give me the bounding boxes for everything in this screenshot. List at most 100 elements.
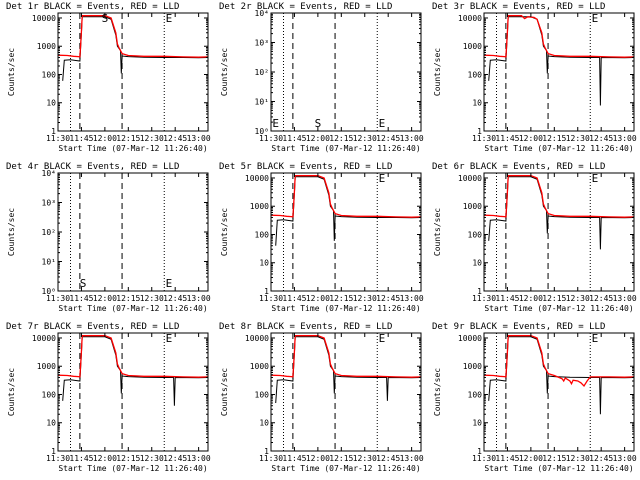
x-tick-label: 12:15 (542, 454, 566, 463)
x-tick-label: 11:30 (46, 454, 70, 463)
panel-title: Det 5r BLACK = Events, RED = LLD (219, 162, 392, 172)
x-axis-label: Start Time (07-Mar-12 11:26:40) (58, 464, 207, 473)
y-tick-label: 1 (477, 287, 482, 296)
series-lld (58, 15, 208, 58)
y-tick-label: 10² (42, 228, 56, 237)
plot-frame (57, 172, 209, 292)
x-tick-label: 13:00 (613, 134, 637, 143)
x-tick-label: 12:00 (306, 134, 330, 143)
x-axis-label: Start Time (07-Mar-12 11:26:40) (484, 304, 633, 313)
x-tick-label: 11:45 (282, 134, 306, 143)
x-tick-label: 11:45 (69, 294, 93, 303)
y-tick-label: 10 (472, 99, 482, 108)
plot-frame (483, 12, 635, 132)
y-tick-label: 10⁰ (255, 127, 269, 136)
y-tick-label: 1 (477, 447, 482, 456)
y-tick-label: 1000 (250, 202, 269, 211)
marker-E: E (379, 172, 386, 185)
marker-E: E (592, 332, 599, 345)
panel-det-4r: 11:30 11:45 12:00 12:15 12:30 12:45 13:00 10⁰ 10… (6, 162, 211, 313)
x-axis-label: Start Time (07-Mar-12 11:26:40) (271, 304, 420, 313)
panel-title: Det 9r BLACK = Events, RED = LLD (432, 322, 605, 332)
y-tick-label: 10 (259, 259, 269, 268)
x-axis-label: Start Time (07-Mar-12 11:26:40) (484, 144, 633, 153)
x-axis-label: Start Time (07-Mar-12 11:26:40) (271, 144, 420, 153)
plot-frame (270, 332, 422, 452)
y-tick-label: 1000 (463, 202, 482, 211)
marker-S: S (102, 12, 109, 25)
y-tick-label: 10 (46, 99, 56, 108)
x-tick-label: 12:45 (589, 294, 613, 303)
x-tick-label: 11:30 (472, 294, 496, 303)
y-axis-label: Counts/sec (220, 48, 229, 96)
series-events (62, 16, 208, 81)
x-tick-label: 12:00 (306, 454, 330, 463)
y-tick-label: 10000 (32, 14, 56, 23)
x-tick-label: 13:00 (613, 294, 637, 303)
panel-det-8r: 11:30 11:45 12:00 12:15 12:30 12:45 13:00 1 10 10… (219, 322, 424, 473)
series-events (275, 176, 421, 246)
x-tick-label: 12:30 (353, 134, 377, 143)
y-tick-label: 10 (259, 419, 269, 428)
y-tick-label: 10 (472, 419, 482, 428)
x-tick-label: 12:15 (116, 294, 140, 303)
panel-det-1r: 11:30 11:45 12:00 12:15 12:30 12:45 13:00 1 10 10… (6, 2, 211, 153)
x-axis-label: Start Time (07-Mar-12 11:26:40) (58, 304, 207, 313)
x-tick-label: 12:45 (163, 134, 187, 143)
x-tick-label: 12:45 (376, 294, 400, 303)
y-tick-label: 100 (468, 230, 483, 239)
plot-frame (57, 332, 209, 452)
panel-det-9r: 11:30 11:45 12:00 12:15 12:30 12:45 13:00 1 10 10… (432, 322, 637, 473)
y-tick-label: 10000 (245, 174, 269, 183)
x-tick-label: 12:30 (353, 454, 377, 463)
series-lld (271, 175, 421, 218)
x-tick-label: 12:00 (93, 454, 117, 463)
y-tick-label: 100 (255, 230, 270, 239)
series-lld (484, 335, 634, 388)
y-axis-label: Counts/sec (7, 208, 16, 256)
x-tick-label: 11:45 (495, 454, 519, 463)
series-events (275, 336, 421, 404)
x-tick-label: 12:30 (566, 294, 590, 303)
x-tick-label: 12:30 (566, 454, 590, 463)
marker-S: S (315, 117, 322, 130)
y-tick-label: 1000 (463, 42, 482, 51)
y-tick-label: 1 (477, 127, 482, 136)
y-tick-label: 10000 (458, 14, 482, 23)
series-lld (271, 335, 421, 378)
x-tick-label: 13:00 (400, 454, 424, 463)
plot-frame (483, 172, 635, 292)
y-tick-label: 1 (51, 447, 56, 456)
panel-title: Det 3r BLACK = Events, RED = LLD (432, 2, 605, 12)
marker-E: E (166, 12, 173, 25)
y-tick-label: 10000 (458, 334, 482, 343)
y-tick-label: 10⁴ (42, 169, 56, 178)
panel-title: Det 7r BLACK = Events, RED = LLD (6, 322, 179, 332)
y-tick-label: 1000 (463, 362, 482, 371)
x-tick-label: 12:00 (519, 294, 543, 303)
marker-E: E (272, 117, 279, 130)
y-tick-label: 10⁰ (42, 287, 56, 296)
series-events (488, 176, 634, 250)
y-tick-label: 100 (42, 390, 57, 399)
plot-frame (270, 12, 422, 132)
plot-frame (483, 332, 635, 452)
y-tick-label: 100 (468, 390, 483, 399)
y-axis-label: Counts/sec (220, 208, 229, 256)
panel-title: Det 1r BLACK = Events, RED = LLD (6, 2, 179, 12)
y-tick-label: 100 (42, 70, 57, 79)
x-tick-label: 12:30 (353, 294, 377, 303)
y-tick-label: 1 (264, 287, 269, 296)
y-axis-label: Counts/sec (433, 208, 442, 256)
marker-E: E (166, 332, 173, 345)
x-tick-label: 12:15 (329, 134, 353, 143)
x-tick-label: 12:45 (163, 294, 187, 303)
x-tick-label: 12:45 (589, 454, 613, 463)
y-tick-label: 10⁴ (255, 9, 269, 18)
x-tick-label: 11:30 (46, 294, 70, 303)
x-tick-label: 12:00 (519, 134, 543, 143)
series-lld (484, 175, 634, 218)
x-tick-label: 13:00 (400, 134, 424, 143)
panel-det-6r: 11:30 11:45 12:00 12:15 12:30 12:45 13:00 1 10 10… (432, 162, 637, 313)
x-tick-label: 11:30 (259, 134, 283, 143)
